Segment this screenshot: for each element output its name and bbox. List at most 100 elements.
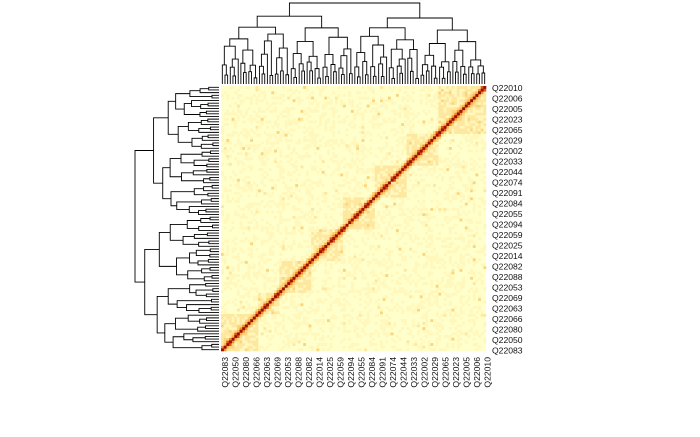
heatmap-cell bbox=[393, 345, 397, 349]
heatmap-cell bbox=[287, 173, 291, 177]
diagonal-cell bbox=[313, 255, 317, 259]
heatmap-cell bbox=[401, 123, 405, 126]
heatmap-cell bbox=[366, 284, 370, 288]
heatmap-cell bbox=[226, 282, 230, 285]
heatmap-cell bbox=[242, 329, 246, 333]
heatmap-cell bbox=[366, 316, 370, 320]
heatmap-cell bbox=[244, 215, 248, 219]
diagonal-cell bbox=[223, 345, 227, 349]
heatmap-cell bbox=[255, 128, 259, 132]
heatmap-cell bbox=[366, 96, 370, 100]
heatmap-cell bbox=[395, 139, 399, 142]
heatmap-cell bbox=[258, 305, 261, 309]
heatmap-cell bbox=[226, 112, 230, 116]
heatmap-cell bbox=[462, 247, 466, 251]
heatmap-cell bbox=[395, 131, 399, 134]
heatmap-cell bbox=[385, 186, 389, 190]
heatmap-cell bbox=[377, 133, 381, 137]
heatmap-cell bbox=[464, 189, 468, 193]
heatmap-cell bbox=[406, 112, 410, 116]
dendrogram-branch bbox=[206, 232, 219, 237]
heatmap-cell bbox=[342, 86, 346, 89]
heatmap-cell bbox=[430, 282, 434, 285]
row-dendrogram bbox=[134, 86, 219, 351]
heatmap-cell bbox=[292, 274, 296, 278]
heatmap-cell bbox=[385, 120, 389, 124]
heatmap-cell bbox=[234, 123, 238, 126]
heatmap-cell bbox=[236, 308, 240, 312]
heatmap-cell bbox=[250, 157, 254, 161]
heatmap-cell bbox=[324, 128, 328, 132]
heatmap-cell bbox=[398, 136, 402, 140]
heatmap-cell bbox=[425, 239, 428, 243]
heatmap-cell bbox=[334, 250, 338, 254]
heatmap-cell bbox=[274, 305, 277, 309]
heatmap-cell bbox=[250, 348, 254, 352]
heatmap-cell bbox=[433, 170, 436, 174]
heatmap-cell bbox=[440, 96, 444, 100]
heatmap-cell bbox=[361, 258, 365, 262]
heatmap-cell bbox=[300, 321, 304, 325]
heatmap-cell bbox=[430, 152, 434, 156]
heatmap-cell bbox=[414, 205, 418, 209]
heatmap-cell bbox=[239, 284, 243, 288]
heatmap-cell bbox=[348, 242, 352, 246]
heatmap-cell bbox=[382, 282, 386, 285]
heatmap-cell bbox=[266, 120, 269, 124]
heatmap-cell bbox=[342, 231, 346, 235]
heatmap-cell bbox=[332, 234, 336, 238]
heatmap-cell bbox=[451, 242, 455, 246]
heatmap-cell bbox=[435, 258, 439, 262]
heatmap-cell bbox=[372, 176, 375, 179]
heatmap-cell bbox=[435, 141, 439, 145]
heatmap-cell bbox=[239, 295, 243, 299]
heatmap-cell bbox=[244, 260, 248, 264]
heatmap-cell bbox=[382, 189, 386, 193]
heatmap-cell bbox=[478, 101, 481, 105]
heatmap-cell bbox=[334, 168, 338, 172]
heatmap-cell bbox=[358, 149, 362, 153]
heatmap-cell bbox=[239, 152, 243, 156]
heatmap-cell bbox=[387, 252, 391, 256]
heatmap-cell bbox=[448, 237, 452, 240]
heatmap-cell bbox=[459, 93, 463, 97]
heatmap-cell bbox=[422, 123, 426, 126]
heatmap-cell bbox=[414, 340, 418, 344]
heatmap-cell bbox=[356, 146, 360, 150]
heatmap-cell bbox=[311, 268, 314, 272]
heatmap-cell bbox=[258, 154, 261, 158]
heatmap-cell bbox=[422, 86, 426, 89]
heatmap-cell bbox=[345, 128, 349, 132]
heatmap-cell bbox=[234, 131, 238, 134]
heatmap-cell bbox=[295, 160, 299, 164]
heatmap-cell bbox=[289, 186, 293, 190]
heatmap-cell bbox=[345, 300, 349, 304]
heatmap-cell bbox=[382, 117, 386, 121]
heatmap-cell bbox=[295, 168, 299, 172]
dendrogram-branch bbox=[314, 68, 320, 84]
heatmap-cell bbox=[263, 260, 267, 264]
heatmap-cell bbox=[374, 247, 378, 251]
heatmap-cell bbox=[374, 192, 378, 195]
heatmap-cell bbox=[403, 170, 407, 174]
heatmap-cell bbox=[382, 321, 386, 325]
heatmap-cell bbox=[247, 332, 251, 336]
heatmap-cell bbox=[358, 252, 362, 256]
heatmap-cell bbox=[247, 266, 251, 270]
heatmap-cell bbox=[480, 93, 484, 97]
heatmap-cell bbox=[358, 218, 362, 222]
heatmap-cell bbox=[263, 298, 267, 301]
heatmap-cell bbox=[342, 210, 346, 214]
diagonal-cell bbox=[329, 239, 333, 243]
heatmap-cell bbox=[403, 109, 407, 113]
heatmap-cell bbox=[276, 324, 280, 328]
heatmap-cell bbox=[244, 226, 248, 230]
heatmap-cell bbox=[459, 99, 463, 103]
heatmap-cell bbox=[308, 305, 312, 309]
heatmap-cell bbox=[361, 274, 365, 278]
heatmap-cell bbox=[324, 239, 328, 243]
heatmap-cell bbox=[472, 298, 476, 301]
heatmap-cell bbox=[417, 112, 420, 116]
heatmap-cell bbox=[406, 292, 410, 296]
heatmap-cell bbox=[279, 176, 283, 179]
